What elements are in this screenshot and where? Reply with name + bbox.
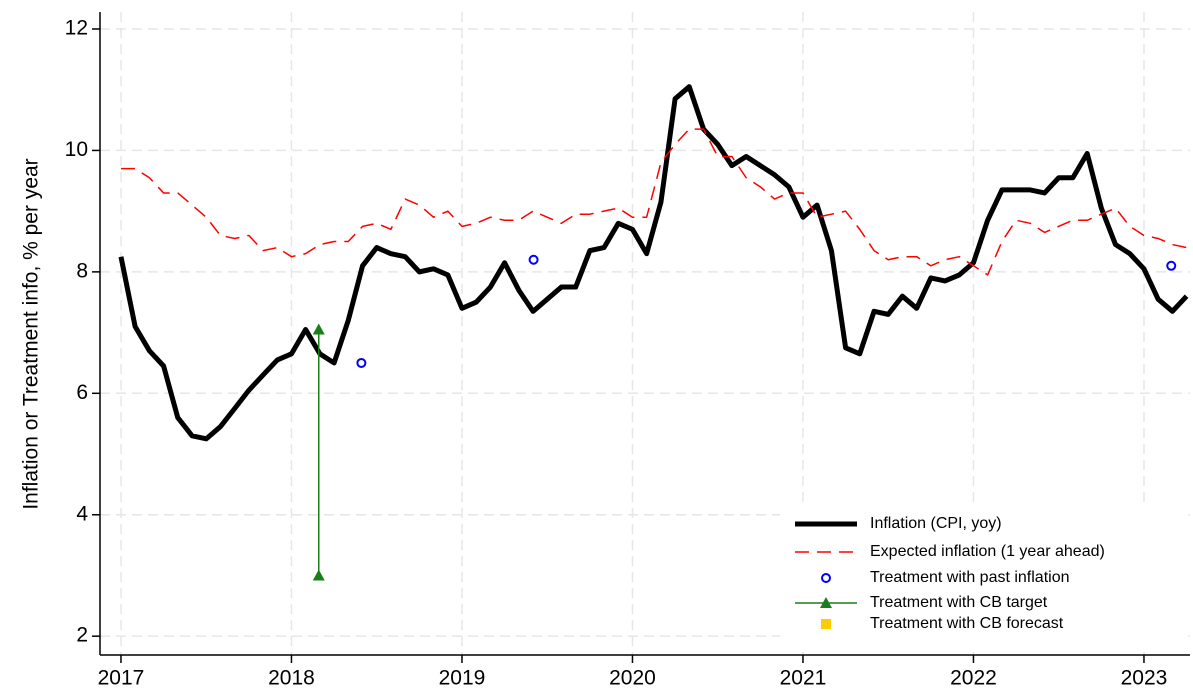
y-tick-label: 6 — [76, 381, 88, 404]
series-line — [118, 84, 1189, 442]
x-tick-label: 2023 — [1121, 667, 1168, 690]
x-tick-label: 2017 — [98, 667, 145, 690]
y-tick-label: 8 — [76, 259, 88, 282]
marker-triangle — [820, 597, 832, 608]
legend-label: Treatment with CB target — [870, 594, 1048, 611]
series-line — [120, 128, 1187, 276]
legend-label: Inflation (CPI, yoy) — [870, 515, 1002, 532]
x-tick-label: 2022 — [950, 667, 997, 690]
y-tick-label: 4 — [76, 502, 88, 525]
x-tick-label: 2021 — [780, 667, 827, 690]
marker-square — [821, 619, 831, 629]
legend-box — [780, 508, 1185, 648]
legend-label: Expected inflation (1 year ahead) — [870, 543, 1105, 560]
legend-label: Treatment with past inflation — [870, 569, 1070, 586]
marker-circle — [1166, 260, 1177, 271]
y-axis-label: Inflation or Treatment info, % per year — [20, 158, 43, 509]
y-tick-label: 12 — [65, 17, 88, 40]
marker-circle — [528, 254, 539, 265]
marker-circle — [356, 357, 367, 368]
x-tick-label: 2019 — [439, 667, 486, 690]
legend-label: Treatment with CB forecast — [870, 615, 1064, 632]
x-tick-label: 2020 — [609, 667, 656, 690]
y-tick-label: 2 — [76, 624, 88, 647]
marker-circle — [821, 573, 831, 583]
y-tick-label: 10 — [65, 138, 88, 161]
legend: Inflation (CPI, yoy) Expected inflation (… — [780, 508, 1185, 648]
marker-triangle — [312, 323, 325, 335]
marker-triangle — [312, 569, 325, 581]
x-tick-label: 2018 — [268, 667, 315, 690]
